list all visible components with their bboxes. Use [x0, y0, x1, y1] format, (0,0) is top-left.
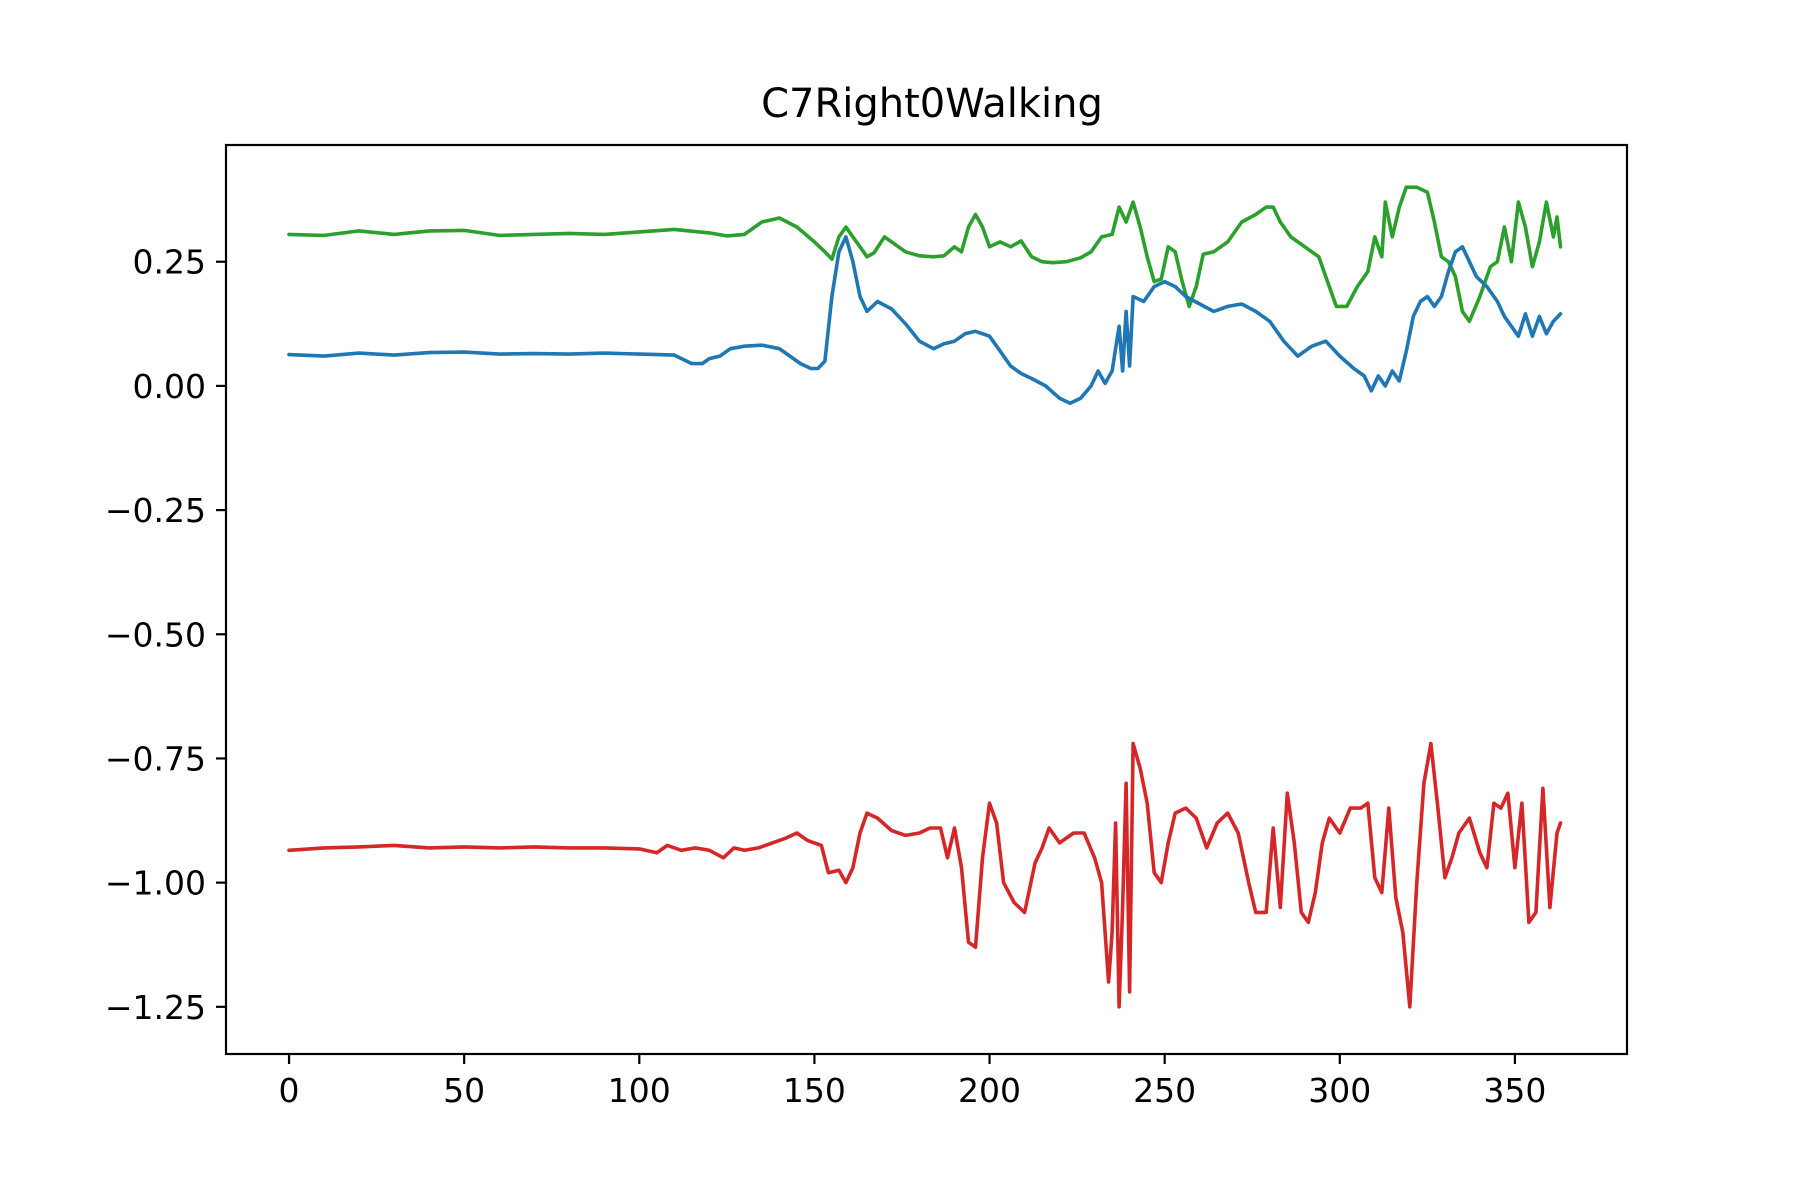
series-line-2 — [287, 741, 1563, 1009]
x-tick-label: 350 — [1483, 1071, 1546, 1110]
y-axis: 0.25 0.00 −0.25 −0.50 −0.75 −1.00 −1.25 — [105, 243, 226, 1027]
axes-frame — [224, 143, 1629, 1056]
y-tick-label: −1.25 — [105, 988, 206, 1027]
x-tick-label: 100 — [608, 1071, 671, 1110]
y-tick-label: −0.50 — [105, 615, 206, 654]
x-tick-label: 50 — [443, 1071, 485, 1110]
y-tick-label: 0.25 — [133, 243, 206, 282]
x-tick-label: 250 — [1133, 1071, 1196, 1110]
series-line-1 — [287, 235, 1563, 406]
x-tick-label: 300 — [1308, 1071, 1371, 1110]
x-tick-label: 150 — [783, 1071, 846, 1110]
chart-title: C7Right0Walking — [761, 81, 1103, 127]
x-tick-label: 200 — [958, 1071, 1021, 1110]
plot-area — [287, 185, 1563, 1009]
y-tick-label: −0.75 — [105, 739, 206, 778]
x-tick-label: 0 — [279, 1071, 300, 1110]
y-tick-label: −0.25 — [105, 491, 206, 530]
x-axis: 0 50 100 150 200 250 300 350 — [279, 1054, 1546, 1110]
y-tick-label: 0.00 — [133, 367, 206, 406]
y-tick-label: −1.00 — [105, 864, 206, 903]
series-line-0 — [287, 185, 1563, 324]
